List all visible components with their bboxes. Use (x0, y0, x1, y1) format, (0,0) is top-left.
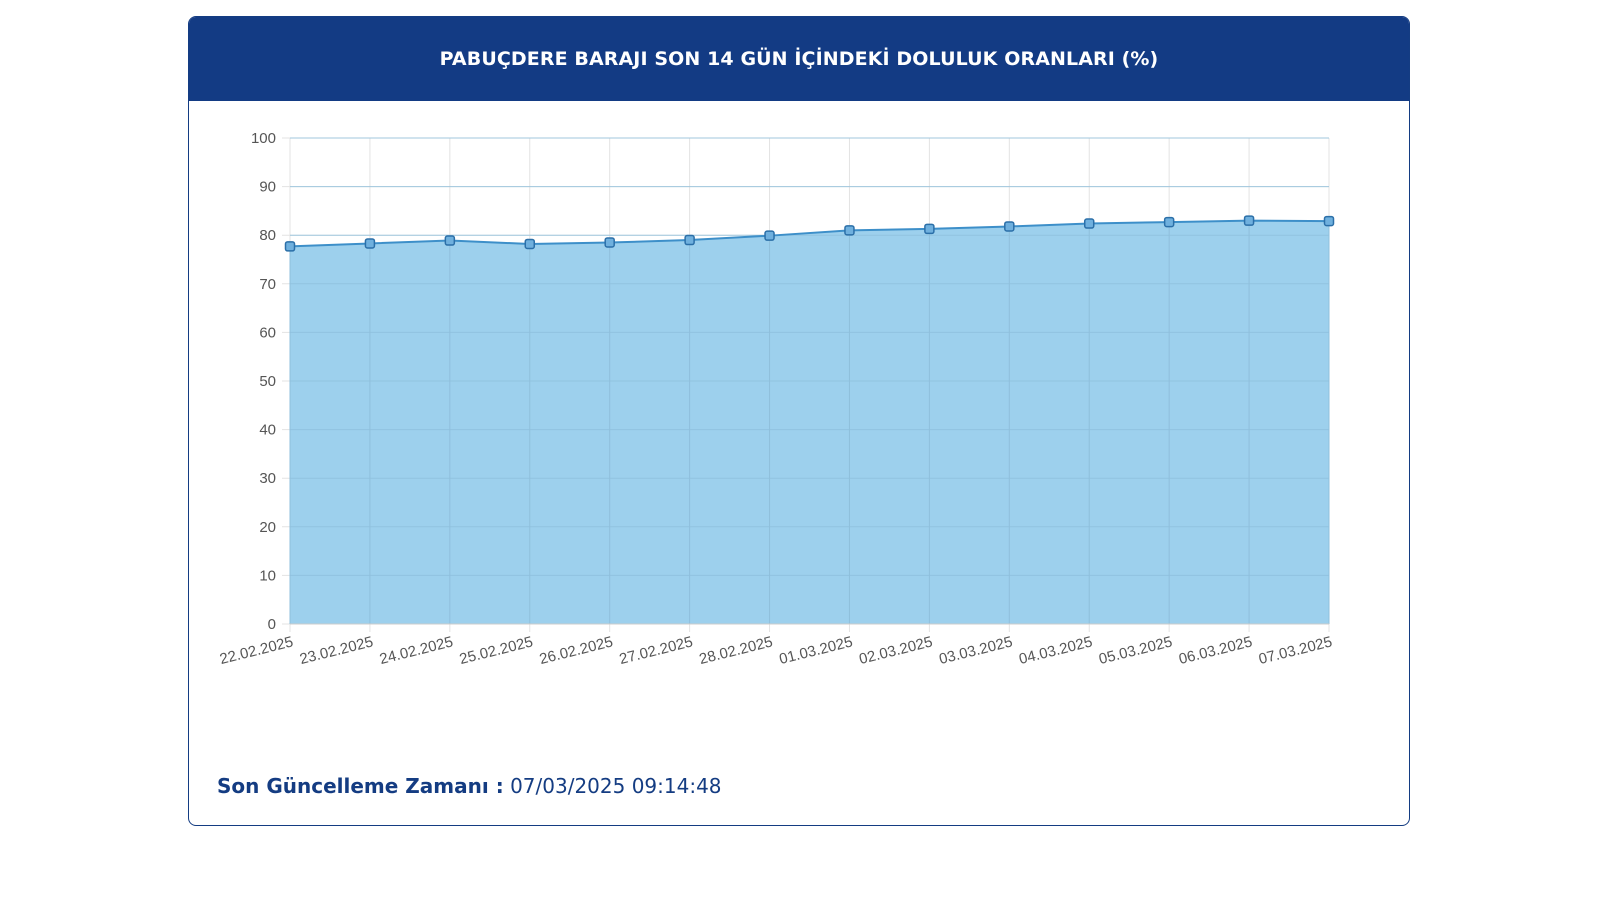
data-point (1163, 216, 1175, 228)
data-point (764, 230, 775, 241)
chart-title: PABUÇDERE BARAJI SON 14 GÜN İÇİNDEKİ DOL… (439, 48, 1159, 70)
data-point (1323, 215, 1335, 227)
y-tick-label: 80 (259, 227, 276, 244)
y-tick-label: 90 (259, 179, 276, 196)
data-point (604, 237, 615, 248)
chart-area: 0 10 20 30 40 50 60 70 80 90 100 22.02.2025 23.02.2… (189, 101, 1409, 741)
data-point (1004, 221, 1015, 232)
data-point (684, 234, 695, 246)
x-tick-label: 28.02.2025 (698, 633, 775, 668)
y-tick-label: 20 (259, 519, 276, 536)
x-tick-label: 04.03.2025 (1017, 633, 1094, 668)
y-axis: 0 10 20 30 40 50 60 70 80 90 100 (251, 130, 276, 633)
x-tick-label: 27.02.2025 (618, 633, 695, 668)
data-point (924, 223, 935, 235)
x-tick-label: 23.02.2025 (298, 633, 375, 668)
x-tick-label: 22.02.2025 (218, 633, 295, 668)
data-points (284, 215, 1335, 252)
y-tick-label: 40 (259, 422, 276, 439)
y-tick-label: 30 (259, 470, 276, 487)
data-point (364, 238, 376, 249)
y-tick-label: 100 (251, 130, 276, 147)
data-point (844, 225, 855, 236)
series-line (289, 219, 1330, 248)
data-point (284, 241, 296, 252)
x-tick-label: 26.02.2025 (538, 633, 615, 668)
x-tick-label: 06.03.2025 (1177, 633, 1254, 668)
x-tick-label: 01.03.2025 (777, 633, 854, 668)
x-tick-label: 05.03.2025 (1097, 633, 1174, 668)
y-tick-label: 50 (259, 373, 276, 390)
chart-panel: PABUÇDERE BARAJI SON 14 GÜN İÇİNDEKİ DOL… (188, 16, 1410, 826)
area-chart: 0 10 20 30 40 50 60 70 80 90 100 22.02.2025 23.02.2… (218, 130, 1335, 668)
series-area (289, 137, 1330, 624)
last-update-value: 07/03/2025 09:14:48 (510, 774, 722, 798)
x-tick-label: 03.03.2025 (937, 633, 1014, 668)
data-point (1243, 215, 1255, 226)
x-tick-label: 25.02.2025 (458, 633, 535, 668)
data-point (1083, 218, 1095, 229)
last-update: Son Güncelleme Zamanı : 07/03/2025 09:14… (217, 774, 722, 798)
y-tick-label: 0 (268, 616, 276, 633)
x-tick-label: 07.03.2025 (1257, 633, 1334, 668)
last-update-label: Son Güncelleme Zamanı : (217, 774, 504, 798)
y-tick-label: 10 (259, 567, 276, 584)
data-point (444, 235, 456, 246)
y-tick-label: 60 (259, 324, 276, 341)
data-point (524, 238, 536, 250)
x-tick-label: 24.02.2025 (378, 633, 455, 668)
panel-header: PABUÇDERE BARAJI SON 14 GÜN İÇİNDEKİ DOL… (189, 17, 1409, 101)
x-axis: 22.02.2025 23.02.2025 24.02.2025 25.02.2025… (218, 623, 1334, 668)
y-tick-label: 70 (259, 276, 276, 293)
x-tick-label: 02.03.2025 (857, 633, 934, 668)
area-fill (290, 220, 1329, 624)
